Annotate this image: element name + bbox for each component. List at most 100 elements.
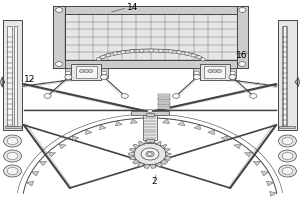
Circle shape: [4, 135, 21, 147]
Polygon shape: [129, 152, 134, 156]
Polygon shape: [130, 119, 137, 123]
Circle shape: [168, 50, 173, 53]
Circle shape: [230, 71, 236, 75]
Circle shape: [44, 94, 51, 98]
Circle shape: [196, 56, 201, 59]
Circle shape: [172, 94, 180, 98]
Bar: [278, 20, 297, 130]
Bar: [71, 64, 101, 80]
Bar: [14, 26, 17, 126]
Polygon shape: [155, 162, 163, 167]
Bar: [53, 6, 65, 68]
Text: 12: 12: [24, 75, 35, 84]
Circle shape: [279, 150, 296, 162]
Bar: [76, 66, 97, 78]
Circle shape: [212, 69, 217, 73]
Polygon shape: [194, 125, 200, 130]
Polygon shape: [160, 145, 167, 149]
Circle shape: [65, 75, 72, 79]
Circle shape: [217, 69, 222, 73]
Circle shape: [100, 55, 105, 59]
Bar: [204, 66, 225, 78]
Bar: [237, 6, 248, 68]
Circle shape: [56, 62, 63, 66]
Polygon shape: [253, 161, 261, 166]
Polygon shape: [146, 118, 153, 122]
Bar: [53, 6, 248, 14]
Circle shape: [4, 165, 21, 177]
Circle shape: [239, 62, 246, 66]
Polygon shape: [270, 191, 277, 196]
Circle shape: [56, 8, 63, 12]
Polygon shape: [39, 161, 47, 166]
Polygon shape: [130, 148, 136, 152]
Bar: [65, 14, 237, 60]
Bar: [230, 68, 236, 78]
Circle shape: [7, 137, 18, 145]
Circle shape: [279, 165, 296, 177]
Circle shape: [121, 51, 126, 54]
Polygon shape: [133, 144, 140, 149]
Polygon shape: [138, 162, 145, 167]
Circle shape: [184, 52, 189, 55]
Bar: [3, 20, 22, 130]
Circle shape: [208, 69, 213, 73]
Circle shape: [194, 75, 200, 79]
Circle shape: [100, 75, 107, 79]
Circle shape: [148, 109, 152, 113]
Polygon shape: [160, 159, 168, 164]
Bar: [158, 107, 170, 109]
Circle shape: [177, 51, 182, 54]
Circle shape: [191, 54, 196, 57]
Bar: [131, 111, 169, 115]
Polygon shape: [145, 140, 150, 144]
Circle shape: [106, 54, 111, 57]
Polygon shape: [86, 130, 92, 135]
Text: 14: 14: [127, 2, 138, 11]
Circle shape: [102, 71, 107, 75]
Circle shape: [148, 153, 152, 155]
Circle shape: [4, 150, 21, 162]
Circle shape: [7, 152, 18, 160]
Bar: [200, 64, 230, 80]
Polygon shape: [48, 152, 56, 157]
Polygon shape: [244, 152, 252, 157]
Polygon shape: [72, 136, 79, 141]
Polygon shape: [150, 164, 156, 168]
Polygon shape: [178, 121, 185, 126]
Polygon shape: [163, 119, 170, 123]
Circle shape: [113, 52, 118, 55]
Bar: [282, 26, 287, 126]
Bar: [279, 126, 296, 128]
Circle shape: [159, 49, 164, 52]
Bar: [158, 99, 170, 101]
Polygon shape: [144, 164, 150, 168]
Bar: [158, 97, 170, 99]
Polygon shape: [221, 136, 228, 141]
Bar: [101, 68, 107, 78]
Bar: [158, 94, 170, 96]
Bar: [65, 68, 71, 78]
Circle shape: [282, 152, 293, 160]
Bar: [4, 126, 21, 128]
Bar: [194, 68, 200, 78]
Circle shape: [134, 143, 166, 165]
Circle shape: [79, 69, 84, 73]
Circle shape: [96, 57, 101, 61]
Polygon shape: [129, 156, 136, 160]
Polygon shape: [266, 181, 274, 186]
Polygon shape: [100, 125, 106, 130]
Circle shape: [84, 69, 88, 73]
Polygon shape: [234, 144, 241, 149]
Circle shape: [7, 167, 18, 175]
Bar: [146, 113, 154, 116]
Polygon shape: [164, 149, 170, 152]
Polygon shape: [150, 140, 155, 144]
Polygon shape: [115, 121, 122, 126]
Text: 2: 2: [152, 178, 157, 186]
Polygon shape: [166, 152, 171, 156]
Polygon shape: [261, 171, 268, 176]
Circle shape: [194, 71, 199, 75]
Polygon shape: [155, 141, 161, 146]
Bar: [53, 60, 248, 68]
